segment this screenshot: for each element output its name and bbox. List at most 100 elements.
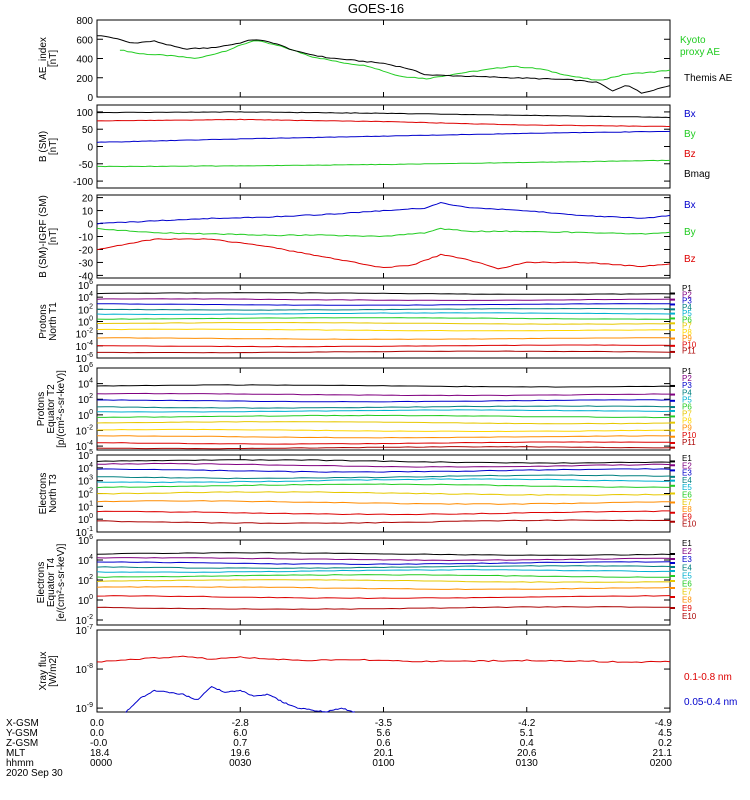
orbit-value: -3.5 [375, 718, 393, 729]
series-line-themis-ae [97, 35, 671, 94]
orbit-value: -0.0 [90, 738, 108, 749]
legend-e6: E6 [682, 580, 692, 589]
right-marker [670, 415, 675, 418]
y-tick-label: 200 [76, 74, 93, 85]
right-marker [670, 350, 675, 353]
right-marker [670, 344, 675, 347]
y-tick-label: 10-4 [76, 340, 93, 353]
y-tick-label: 100 [78, 594, 93, 607]
y-tick-label: 106 [78, 279, 93, 292]
right-marker [670, 479, 675, 482]
y-axis-label: B (SM)-IGRF (SM) [38, 195, 49, 278]
legend-p4: P4 [682, 303, 692, 312]
series-line-e4 [96, 565, 671, 569]
y-tick-label: 102 [78, 574, 93, 587]
panel-frame [96, 629, 671, 713]
orbit-row-label: Z-GSM [6, 738, 38, 749]
y-tick-label: 10-6 [76, 352, 93, 365]
y-tick-label: 104 [78, 378, 93, 391]
y-tick-label: 10-7 [76, 624, 93, 637]
orbit-value: -4.2 [518, 718, 536, 729]
right-marker [670, 409, 675, 412]
y-axis-label: Protons [38, 304, 49, 338]
right-marker [670, 317, 675, 320]
series-line-p9 [96, 337, 671, 340]
y-tick-label: -50 [79, 160, 94, 171]
right-marker [670, 553, 675, 555]
legend-bx: Bx [684, 200, 696, 211]
right-marker [670, 312, 675, 315]
y-axis-label: [nT] [48, 228, 59, 245]
series-line-e2 [97, 462, 671, 468]
legend-p10: P10 [682, 340, 697, 349]
y-tick-label: 100 [76, 108, 93, 119]
right-marker [670, 492, 675, 495]
y-tick-label: 0 [87, 93, 93, 104]
y-tick-label: 600 [76, 35, 93, 46]
y-tick-label: 104 [78, 462, 93, 475]
y-tick-label: 800 [76, 16, 93, 27]
legend-p7: P7 [682, 322, 692, 331]
legend-p1: P1 [682, 367, 692, 376]
legend-themis-ae: Themis AE [684, 73, 733, 84]
y-tick-label: 0 [87, 143, 93, 154]
series-line-p1 [96, 292, 671, 295]
orbit-value: 0.0 [90, 728, 104, 739]
legend-xray-1: 0.05-0.4 nm [684, 697, 737, 708]
right-marker [670, 406, 675, 409]
y-tick-label: 106 [78, 534, 93, 547]
y-tick-label: 10 [82, 207, 94, 218]
y-tick-label: 100 [78, 513, 93, 526]
right-marker [670, 475, 675, 478]
right-marker [670, 329, 675, 332]
orbit-value: 20.1 [374, 748, 394, 759]
orbit-value: 0130 [516, 758, 539, 769]
plot-title: GOES-16 [348, 1, 404, 16]
y-tick-label: 10-2 [76, 328, 93, 341]
y-tick-label: 100 [78, 409, 93, 422]
y-axis-label: Equator T4 [46, 557, 57, 607]
series-line-p2 [96, 392, 670, 397]
series-line-p8 [96, 428, 671, 433]
y-axis-label: [e/(cm²-s-sr-keV)] [56, 543, 67, 621]
orbit-value: 21.1 [653, 748, 673, 759]
legend-by: By [684, 129, 696, 140]
right-marker [670, 399, 675, 402]
series-line-p3 [97, 303, 670, 306]
right-marker [670, 575, 675, 577]
series-line-e8 [96, 500, 671, 505]
series-line-bx [96, 201, 671, 225]
y-tick-label: 103 [78, 475, 93, 488]
legend-p8: P8 [682, 417, 692, 426]
series-line-0-1-0-8-nm [96, 655, 671, 664]
right-marker [670, 460, 675, 463]
legend-p6: P6 [682, 402, 692, 411]
panel-frame [96, 284, 671, 359]
series-line-by [96, 227, 671, 238]
series-line-p7 [96, 421, 671, 425]
series-line-e2 [96, 557, 671, 562]
right-marker [670, 469, 675, 472]
series-line-bmag [97, 111, 671, 119]
series-line-0-05-0-4-nm [125, 686, 355, 713]
orbit-row-label: MLT [6, 748, 25, 759]
y-tick-label: 10-9 [76, 702, 93, 715]
y-tick-label: 10-8 [76, 663, 93, 676]
legend-p2: P2 [682, 290, 692, 299]
right-marker [670, 570, 675, 572]
right-marker [670, 501, 675, 504]
series-line-e9 [96, 595, 671, 600]
legend-kyoto: Kyoto [680, 35, 706, 46]
series-line-bx [96, 130, 671, 143]
right-marker [670, 464, 675, 467]
orbit-value: 0.4 [520, 738, 534, 749]
y-axis-label: North T1 [48, 302, 59, 341]
legend-e3: E3 [682, 555, 692, 564]
legend-e4: E4 [682, 476, 692, 485]
panel-8: 10-9 10-8 10-7 Xray flux [W/m2] 0.1-0.8 nm 0.0… [38, 624, 737, 715]
series-line-e5 [96, 478, 671, 484]
right-marker [670, 511, 675, 514]
series-line-by [97, 159, 671, 168]
panel-5: 10-4 10-2 100 102 104 106 Protons Equator T2 [p/… [36, 362, 697, 453]
